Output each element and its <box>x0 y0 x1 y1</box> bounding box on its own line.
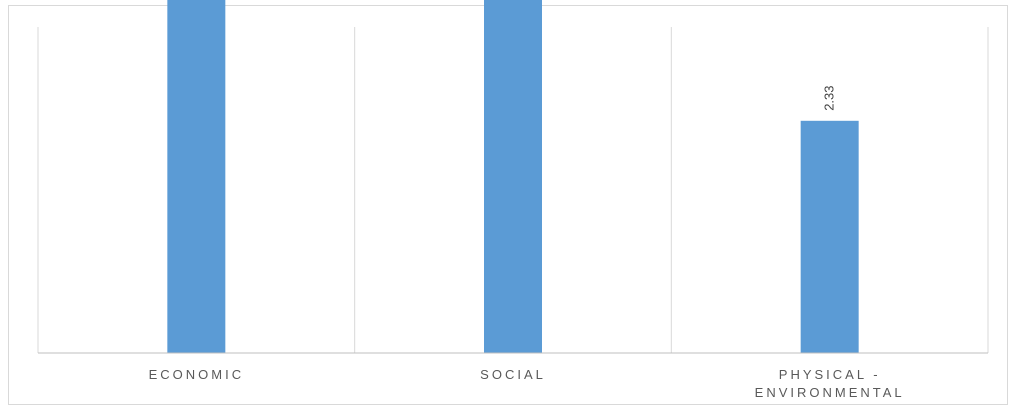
category-label-1: ECONOMIC <box>149 367 245 382</box>
bar-3 <box>800 120 859 353</box>
grid-layer <box>37 27 989 353</box>
data-label-3: 2.33 <box>822 85 837 110</box>
bar-1 <box>167 0 226 353</box>
bars <box>167 0 859 353</box>
category-label-3-line-1: PHYSICAL - <box>779 367 881 382</box>
category-label-2: SOCIAL <box>480 367 546 382</box>
bar-2 <box>484 0 542 353</box>
category-label-3-line-2: ENVIRONMENTAL <box>755 385 905 400</box>
